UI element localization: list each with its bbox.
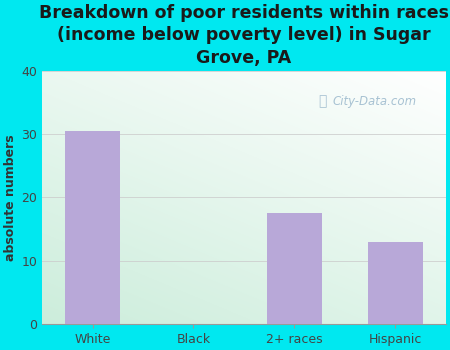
Text: City-Data.com: City-Data.com [333, 95, 417, 108]
Bar [368, 241, 423, 324]
Title: Breakdown of poor residents within races
(income below poverty level) in Sugar
G: Breakdown of poor residents within races… [39, 4, 449, 66]
Bar [65, 131, 120, 324]
Text: ⦿: ⦿ [319, 94, 327, 108]
Bar [267, 213, 322, 324]
Y-axis label: absolute numbers: absolute numbers [4, 134, 17, 261]
